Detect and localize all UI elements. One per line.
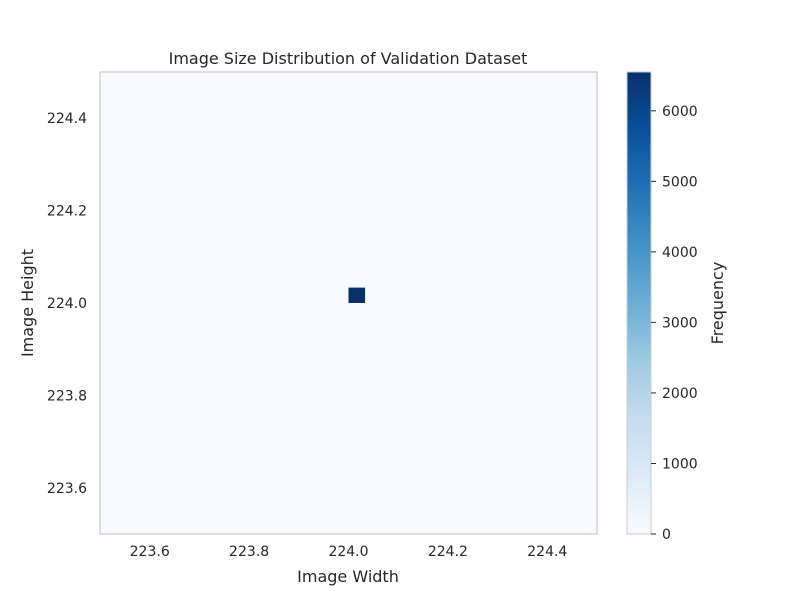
colorbar: 0 1000 2000 3000 4000 5000 6000 Frequency — [626, 71, 727, 543]
heatmap-cells — [348, 287, 366, 303]
x-tick-label: 224.2 — [428, 544, 468, 560]
plot-area — [99, 71, 598, 535]
y-axis-ticks: 223.6 223.8 224.0 224.2 224.4 — [47, 111, 87, 497]
x-axis-ticks: 223.6 223.8 224.0 224.2 224.4 — [130, 544, 568, 560]
chart-title: Image Size Distribution of Validation Da… — [169, 49, 528, 68]
heatmap-cell — [348, 287, 366, 303]
y-tick-label: 224.4 — [47, 111, 87, 127]
x-tick-label: 223.8 — [229, 544, 269, 560]
colorbar-tick-label: 4000 — [662, 245, 698, 261]
colorbar-tick-label: 5000 — [662, 174, 698, 190]
x-axis-label: Image Width — [297, 567, 399, 586]
plot-frame — [99, 71, 598, 535]
y-tick-label: 223.8 — [47, 388, 87, 404]
colorbar-tick-label: 0 — [662, 527, 671, 543]
x-tick-label: 224.4 — [527, 544, 567, 560]
y-tick-label: 224.0 — [47, 296, 87, 312]
x-tick-label: 223.6 — [130, 544, 170, 560]
y-tick-label: 223.6 — [47, 481, 87, 497]
colorbar-label: Frequency — [708, 262, 727, 345]
y-axis-label: Image Height — [18, 249, 37, 357]
colorbar-tick-label: 6000 — [662, 104, 698, 120]
colorbar-tick-label: 2000 — [662, 386, 698, 402]
colorbar-tick-label: 1000 — [662, 456, 698, 472]
y-tick-label: 224.2 — [47, 204, 87, 220]
colorbar-ticks: 0 1000 2000 3000 4000 5000 6000 — [651, 104, 698, 543]
x-tick-label: 224.0 — [328, 544, 368, 560]
colorbar-tick-label: 3000 — [662, 315, 698, 331]
colorbar-gradient — [626, 71, 652, 535]
